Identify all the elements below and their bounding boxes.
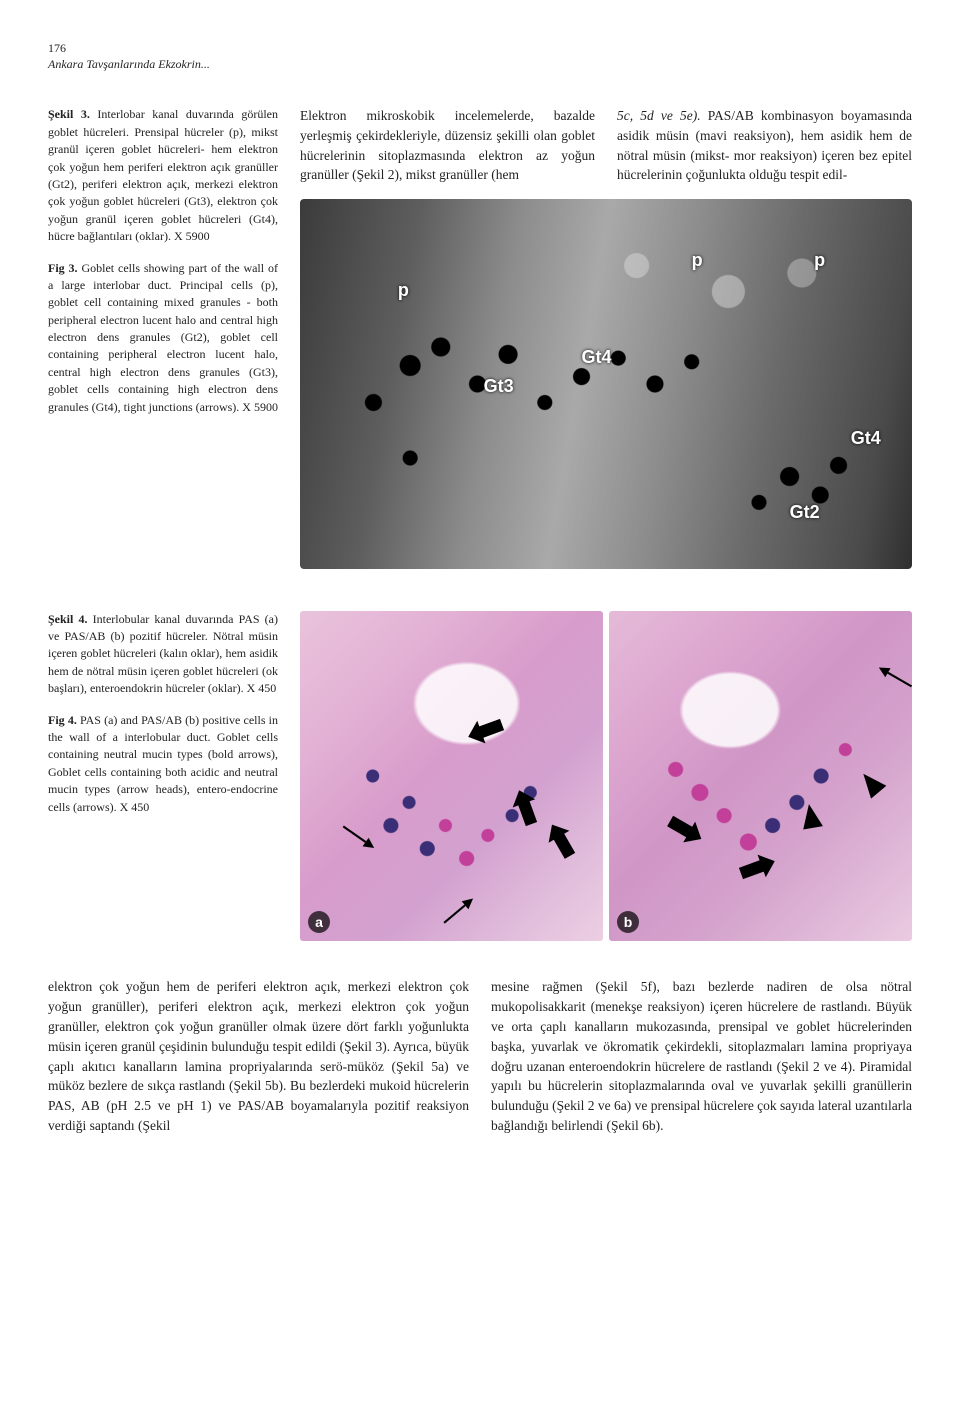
bold-arrow-icon <box>656 801 711 856</box>
figure4-caption-en-label: Fig 4. <box>48 713 77 727</box>
figure4-panel-a: a <box>300 611 603 941</box>
arrow-icon <box>328 807 386 865</box>
figure4-panels: a b <box>300 611 912 941</box>
figure3-micrograph: p p p Gt3 Gt4 Gt2 Gt4 <box>300 199 912 569</box>
figure3-caption-en-label: Fig 3. <box>48 261 78 275</box>
figure4-caption-tr-label: Şekil 4. <box>48 612 87 626</box>
bottom-body-columns: elektron çok yoğun hem de periferi elekt… <box>48 977 912 1137</box>
fig3-label-gt3: Gt3 <box>484 376 514 397</box>
bottom-col-right: mesine rağmen (Şekil 5f), bazı bezlerde … <box>491 977 912 1137</box>
bold-arrow-icon <box>535 814 590 869</box>
bold-arrow-icon <box>731 843 782 894</box>
figure3-captions: Şekil 3. Interlobar kanal duvarında görü… <box>48 106 278 568</box>
arrowhead-icon <box>795 800 827 832</box>
figure3-lead-paragraphs: Elektron mikroskobik incelemelerde, baza… <box>300 106 912 184</box>
fig3-label-gt4a: Gt4 <box>582 347 612 368</box>
figure4-panel-b: b <box>609 611 912 941</box>
arrowhead-icon <box>852 763 891 802</box>
figure3-caption-tr-text: Interlobar kanal duvarında görülen goble… <box>48 107 278 243</box>
figure3-caption-en-text: Goblet cells showing part of the wall of… <box>48 261 278 414</box>
arrow-icon <box>428 883 487 941</box>
lead-right-ital: 5c, 5d ve 5e). <box>617 108 701 123</box>
figure4-panel-a-tag: a <box>308 911 330 933</box>
figure3-block: Şekil 3. Interlobar kanal duvarında görü… <box>48 106 912 568</box>
lead-paragraph-left: Elektron mikroskobik incelemelerde, baza… <box>300 106 595 184</box>
figure3-right-column: Elektron mikroskobik incelemelerde, baza… <box>300 106 912 568</box>
figure4-caption-tr: Şekil 4. Interlobular kanal duvarında PA… <box>48 611 278 698</box>
running-title: Ankara Tavşanlarında Ekzokrin... <box>48 56 912 72</box>
figure4-caption-en-text: PAS (a) and PAS/AB (b) positive cells in… <box>48 713 278 814</box>
figure4-panel-b-tag: b <box>617 911 639 933</box>
fig3-label-gt2: Gt2 <box>790 502 820 523</box>
bold-arrow-icon <box>461 704 512 755</box>
fig3-label-p3: p <box>814 250 825 271</box>
fig3-label-p1: p <box>398 280 409 301</box>
arrow-icon <box>868 649 912 706</box>
lead-paragraph-right: 5c, 5d ve 5e). PAS/AB kombinasyon boyama… <box>617 106 912 184</box>
figure3-caption-en: Fig 3. Goblet cells showing part of the … <box>48 260 278 417</box>
figure3-caption-tr: Şekil 3. Interlobar kanal duvarında görü… <box>48 106 278 245</box>
bottom-col-left: elektron çok yoğun hem de periferi elekt… <box>48 977 469 1137</box>
page-number: 176 <box>48 40 912 56</box>
figure4-block: Şekil 4. Interlobular kanal duvarında PA… <box>48 611 912 941</box>
page-header: 176 Ankara Tavşanlarında Ekzokrin... <box>48 40 912 72</box>
figure4-captions: Şekil 4. Interlobular kanal duvarında PA… <box>48 611 278 941</box>
figure4-caption-en: Fig 4. PAS (a) and PAS/AB (b) positive c… <box>48 712 278 816</box>
fig3-label-gt4b: Gt4 <box>851 428 881 449</box>
figure3-caption-tr-label: Şekil 3. <box>48 107 90 121</box>
bold-arrow-icon <box>500 783 551 834</box>
fig3-label-p2: p <box>692 250 703 271</box>
